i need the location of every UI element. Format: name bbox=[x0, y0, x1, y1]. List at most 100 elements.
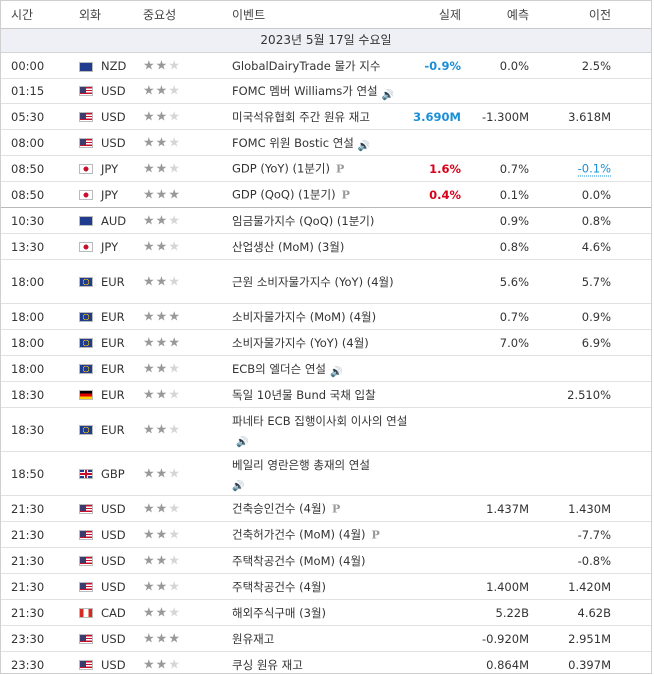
preliminary-icon[interactable]: P bbox=[332, 502, 341, 515]
event-name[interactable]: FOMC 멤버 Williams가 연설 🔊 bbox=[232, 82, 412, 101]
event-time: 08:50 bbox=[11, 187, 45, 202]
star-icon: ★ bbox=[143, 161, 156, 176]
currency-code: USD bbox=[101, 527, 126, 542]
preliminary-icon[interactable]: P bbox=[371, 528, 380, 541]
event-label[interactable]: 주택착공건수 (4월) bbox=[232, 579, 327, 594]
event-name[interactable]: 소비자물가지수 (YoY) (4월) bbox=[232, 334, 412, 352]
event-label[interactable]: FOMC 위원 Bostic 연설 bbox=[232, 135, 354, 150]
event-label[interactable]: 근원 소비자물가지수 (YoY) (4월) bbox=[232, 274, 394, 289]
table-row[interactable]: 01:15 USD ★★★ FOMC 멤버 Williams가 연설 🔊 bbox=[1, 79, 651, 104]
event-label[interactable]: ECB의 엘더슨 연설 bbox=[232, 361, 326, 376]
event-name[interactable]: 소비자물가지수 (MoM) (4월) bbox=[232, 308, 412, 326]
event-label[interactable]: 미국석유협회 주간 원유 재고 bbox=[232, 109, 370, 124]
speaker-icon[interactable]: 🔊 bbox=[232, 481, 245, 492]
table-row[interactable]: 08:50 JPY ★★★ GDP (QoQ) (1분기) P 0.4% 0.1% 0.0% bbox=[1, 182, 651, 208]
event-label[interactable]: GDP (YoY) (1분기) bbox=[232, 161, 330, 175]
table-row[interactable]: 18:30 EUR ★★★ 독일 10년물 Bund 국채 입찰 2.510% bbox=[1, 382, 651, 408]
event-label[interactable]: 건축허가건수 (MoM) (4월) bbox=[232, 527, 366, 541]
table-row[interactable]: 08:00 USD ★★★ FOMC 위원 Bostic 연설 🔊 bbox=[1, 130, 651, 156]
event-name[interactable]: 베일리 영란은행 총재의 연설 🔊 bbox=[232, 456, 412, 493]
header-previous[interactable]: 이전 bbox=[588, 8, 611, 22]
event-name[interactable]: 미국석유협회 주간 원유 재고 bbox=[232, 108, 412, 126]
event-name[interactable]: 원유재고 bbox=[232, 630, 412, 648]
table-row[interactable]: 18:30 EUR ★★★ 파네타 ECB 집행이사회 이사의 연설🔊 bbox=[1, 408, 651, 452]
event-name[interactable]: 해외주식구매 (3월) bbox=[232, 604, 412, 622]
table-row[interactable]: 18:00 EUR ★★★ ECB의 엘더슨 연설 🔊 bbox=[1, 356, 651, 382]
event-label[interactable]: 임금물가지수 (QoQ) (1분기) bbox=[232, 213, 375, 228]
previous-value: 5.7% bbox=[581, 274, 611, 289]
table-row[interactable]: 00:00 NZD ★★★ GlobalDairyTrade 물가 지수 -0.9% 0.… bbox=[1, 53, 651, 79]
preliminary-icon[interactable]: P bbox=[336, 162, 345, 175]
event-label[interactable]: 산업생산 (MoM) (3월) bbox=[232, 239, 345, 254]
table-row[interactable]: 21:30 USD ★★★ 건축허가건수 (MoM) (4월) P -7.7% bbox=[1, 522, 651, 548]
header-actual[interactable]: 실제 bbox=[438, 8, 461, 22]
table-row[interactable]: 21:30 CAD ★★★ 해외주식구매 (3월) 5.22B 4.62B bbox=[1, 600, 651, 626]
header-currency[interactable]: 외화 bbox=[79, 8, 102, 22]
event-name[interactable]: 파네타 ECB 집행이사회 이사의 연설 🔊 bbox=[232, 412, 412, 449]
header-time[interactable]: 시간 bbox=[11, 8, 34, 22]
header-importance[interactable]: 중요성 bbox=[143, 8, 177, 22]
event-label[interactable]: 건축승인건수 (4월) bbox=[232, 501, 327, 515]
star-icon: ★ bbox=[168, 631, 181, 646]
header-event[interactable]: 이벤트 bbox=[232, 8, 266, 22]
event-name[interactable]: FOMC 위원 Bostic 연설 🔊 bbox=[232, 134, 412, 153]
event-label[interactable]: 소비자물가지수 (MoM) (4월) bbox=[232, 309, 377, 324]
forecast-value: -1.300M bbox=[482, 109, 529, 124]
speaker-icon[interactable]: 🔊 bbox=[236, 437, 249, 448]
event-label[interactable]: 주택착공건수 (MoM) (4월) bbox=[232, 553, 366, 568]
speaker-icon[interactable]: 🔊 bbox=[357, 141, 371, 152]
importance-stars: ★★★ bbox=[143, 527, 181, 542]
speaker-icon[interactable]: 🔊 bbox=[381, 89, 395, 101]
event-name[interactable]: 임금물가지수 (QoQ) (1분기) bbox=[232, 212, 412, 230]
table-row[interactable]: 23:30 USD ★★★ 원유재고 -0.920M 2.951M bbox=[1, 626, 651, 652]
event-label[interactable]: 독일 10년물 Bund 국채 입찰 bbox=[232, 387, 376, 402]
star-icon: ★ bbox=[155, 187, 169, 202]
event-label[interactable]: 소비자물가지수 (YoY) (4월) bbox=[232, 335, 369, 350]
event-name[interactable]: 건축허가건수 (MoM) (4월) P bbox=[232, 525, 412, 544]
table-row[interactable]: 13:30 JPY ★★★ 산업생산 (MoM) (3월) 0.8% 4.6% bbox=[1, 234, 651, 260]
star-icon: ★ bbox=[168, 135, 181, 150]
table-row[interactable]: 21:30 USD ★★★ 건축승인건수 (4월) P 1.437M 1.430M bbox=[1, 496, 651, 522]
preliminary-icon[interactable]: P bbox=[341, 188, 350, 201]
previous-value: -0.8% bbox=[577, 553, 611, 568]
header-forecast[interactable]: 예측 bbox=[506, 8, 529, 22]
event-name[interactable]: 주택착공건수 (MoM) (4월) bbox=[232, 552, 412, 570]
event-name[interactable]: 건축승인건수 (4월) P bbox=[232, 499, 412, 518]
star-icon: ★ bbox=[168, 109, 181, 124]
event-name[interactable]: GDP (YoY) (1분기) P bbox=[232, 159, 412, 178]
event-label[interactable]: 쿠싱 원유 재고 bbox=[232, 657, 303, 672]
table-row[interactable]: 23:30 USD ★★★ 쿠싱 원유 재고 0.864M 0.397M bbox=[1, 652, 651, 674]
event-name[interactable]: 독일 10년물 Bund 국채 입찰 bbox=[232, 386, 412, 404]
event-label[interactable]: 해외주식구매 (3월) bbox=[232, 605, 327, 620]
previous-value: 0.8% bbox=[581, 213, 611, 228]
speaker-icon[interactable]: 🔊 bbox=[329, 367, 343, 378]
table-row[interactable]: 05:30 USD ★★★ 미국석유협회 주간 원유 재고 3.690M -1.300M 3… bbox=[1, 104, 651, 130]
event-name[interactable]: GDP (QoQ) (1분기) P bbox=[232, 185, 412, 204]
event-label[interactable]: GDP (QoQ) (1분기) bbox=[232, 187, 336, 201]
event-label[interactable]: 원유재고 bbox=[232, 631, 275, 646]
table-row[interactable]: 21:30 USD ★★★ 주택착공건수 (MoM) (4월) -0.8% bbox=[1, 548, 651, 574]
event-name[interactable]: ECB의 엘더슨 연설 🔊 bbox=[232, 360, 412, 379]
flag-au-icon bbox=[79, 215, 93, 226]
event-label[interactable]: GlobalDairyTrade 물가 지수 bbox=[232, 58, 381, 73]
event-name[interactable]: 근원 소비자물가지수 (YoY) (4월) bbox=[232, 273, 412, 291]
table-row[interactable]: 18:00 EUR ★★★ 소비자물가지수 (YoY) (4월) 7.0% 6.9% bbox=[1, 330, 651, 356]
previous-value[interactable]: -0.1% bbox=[577, 161, 611, 176]
event-name[interactable]: 쿠싱 원유 재고 bbox=[232, 656, 412, 674]
table-row[interactable]: 18:00 EUR ★★★ 소비자물가지수 (MoM) (4월) 0.7% 0.9% bbox=[1, 304, 651, 330]
importance-stars: ★★★ bbox=[143, 361, 181, 376]
forecast-value: 0.864M bbox=[486, 657, 529, 672]
star-icon: ★ bbox=[143, 501, 156, 516]
table-row[interactable]: 10:30 AUD ★★★ 임금물가지수 (QoQ) (1분기) 0.9% 0.8% bbox=[1, 208, 651, 234]
event-name[interactable]: GlobalDairyTrade 물가 지수 bbox=[232, 57, 412, 75]
event-label[interactable]: 파네타 ECB 집행이사회 이사의 연설 bbox=[232, 413, 408, 428]
event-name[interactable]: 주택착공건수 (4월) bbox=[232, 578, 412, 596]
table-row[interactable]: 21:30 USD ★★★ 주택착공건수 (4월) 1.400M 1.420M bbox=[1, 574, 651, 600]
event-name[interactable]: 산업생산 (MoM) (3월) bbox=[232, 238, 412, 256]
event-time: 05:30 bbox=[11, 109, 45, 124]
table-row[interactable]: 18:00 EUR ★★★ 근원 소비자물가지수 (YoY) (4월) 5.6% 5.7% bbox=[1, 260, 651, 304]
table-row[interactable]: 08:50 JPY ★★★ GDP (YoY) (1분기) P 1.6% 0.7% -0.1% bbox=[1, 156, 651, 182]
event-label[interactable]: 베일리 영란은행 총재의 연설 bbox=[232, 457, 370, 472]
event-label[interactable]: FOMC 멤버 Williams가 연설 bbox=[232, 84, 378, 98]
table-row[interactable]: 18:50 GBP ★★★ 베일리 영란은행 총재의 연설 🔊 bbox=[1, 452, 651, 496]
